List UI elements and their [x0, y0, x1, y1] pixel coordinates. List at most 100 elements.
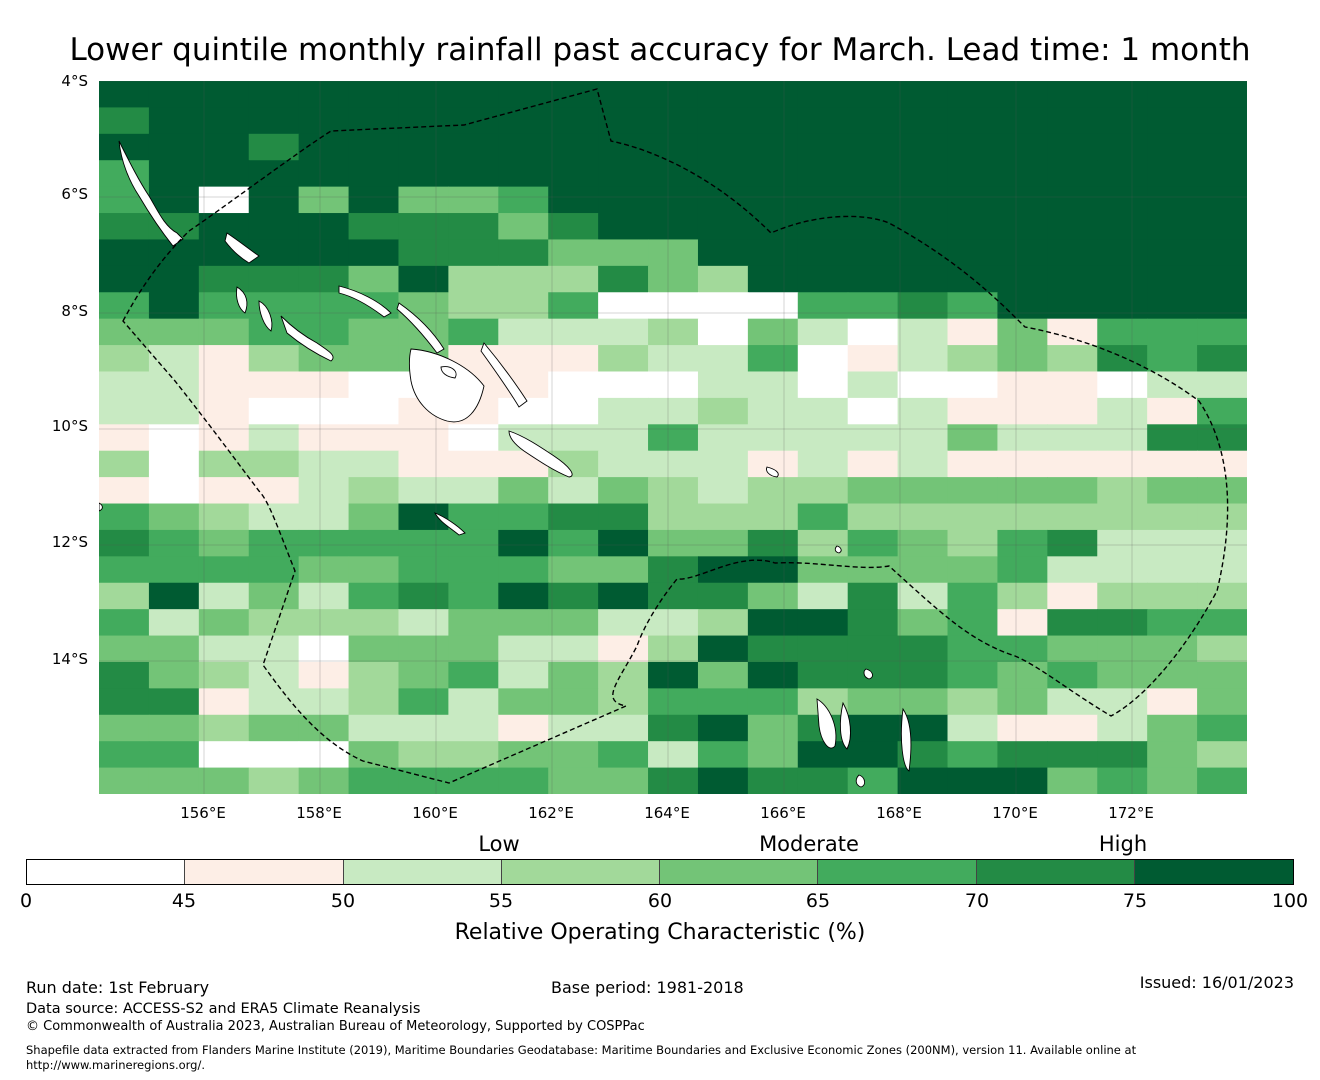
- grid-cell: [248, 529, 300, 557]
- grid-cell: [1097, 609, 1148, 637]
- grid-cell: [797, 450, 849, 478]
- grid-cell: [697, 661, 749, 689]
- grid-cell: [398, 609, 449, 637]
- grid-cell: [997, 107, 1048, 135]
- grid-cell: [897, 186, 949, 214]
- grid-cell: [997, 186, 1048, 214]
- grid-cell: [99, 503, 150, 531]
- grid-cell: [1097, 714, 1148, 742]
- colorbar-tick: 65: [805, 890, 831, 912]
- grid-cell: [348, 397, 400, 425]
- grid-cell: [847, 371, 899, 399]
- grid-cell: [947, 714, 999, 742]
- grid-cell: [598, 477, 649, 505]
- grid-cell: [398, 714, 449, 742]
- grid-cell: [997, 213, 1048, 241]
- grid-cell: [348, 107, 400, 135]
- grid-cell: [498, 213, 549, 241]
- grid-cell: [697, 239, 749, 267]
- grid-cell: [148, 477, 200, 505]
- grid-cell: [897, 213, 949, 241]
- grid-cell: [548, 133, 599, 161]
- grid-cell: [298, 556, 350, 584]
- grid-cell: [1147, 318, 1198, 346]
- grid-cell: [1047, 186, 1098, 214]
- grid-cell: [1097, 371, 1148, 399]
- grid-cell: [148, 107, 200, 135]
- grid-cell: [248, 477, 300, 505]
- grid-cell: [348, 213, 400, 241]
- grid-cell: [747, 767, 799, 794]
- grid-cell: [398, 741, 449, 769]
- grid-cell: [997, 635, 1048, 663]
- grid-cell: [148, 688, 200, 716]
- grid-cell: [797, 503, 849, 531]
- grid-cell: [498, 107, 549, 135]
- grid-cell: [1197, 477, 1247, 505]
- grid-cell: [548, 186, 599, 214]
- grid-cell: [1097, 767, 1148, 794]
- grid-cell: [1097, 688, 1148, 716]
- lon-label-162e: 162°E: [528, 804, 574, 822]
- grid-cell: [648, 688, 699, 716]
- grid-cell: [897, 239, 949, 267]
- grid-cell: [847, 186, 899, 214]
- grid-cell: [598, 239, 649, 267]
- grid-cell: [448, 477, 499, 505]
- grid-cell: [298, 767, 350, 794]
- grid-cell: [298, 635, 350, 663]
- colorbar-segment: [818, 860, 977, 884]
- grid-cell: [99, 265, 150, 293]
- grid-cell: [947, 133, 999, 161]
- grid-cell: [198, 160, 250, 188]
- colorbar-segment: [343, 860, 502, 884]
- grid-cell: [648, 81, 699, 109]
- grid-cell: [997, 160, 1048, 188]
- grid-cell: [148, 133, 200, 161]
- grid-cell: [148, 371, 200, 399]
- grid-cell: [648, 371, 699, 399]
- grid-cell: [598, 635, 649, 663]
- lon-label-172e: 172°E: [1108, 804, 1154, 822]
- grid-cell: [448, 609, 499, 637]
- grid-cell: [847, 609, 899, 637]
- grid-cell: [997, 133, 1048, 161]
- grid-cell: [997, 582, 1048, 610]
- base-period: Base period: 1981-2018: [551, 978, 744, 997]
- grid-cell: [697, 582, 749, 610]
- grid-cell: [1197, 160, 1247, 188]
- legend-category-low: Low: [478, 832, 520, 856]
- grid-cell: [1047, 345, 1098, 373]
- grid-cell: [648, 556, 699, 584]
- grid-cell: [548, 265, 599, 293]
- grid-cell: [997, 503, 1048, 531]
- grid-cell: [298, 661, 350, 689]
- grid-cell: [947, 213, 999, 241]
- lon-label-170e: 170°E: [992, 804, 1038, 822]
- grid-cell: [697, 714, 749, 742]
- grid-cell: [648, 609, 699, 637]
- grid-cell: [947, 318, 999, 346]
- colorbar-tick: 55: [488, 890, 514, 912]
- grid-cell: [947, 609, 999, 637]
- grid-cell: [897, 397, 949, 425]
- grid-cell: [298, 688, 350, 716]
- grid-cell: [198, 213, 250, 241]
- grid-cell: [1047, 688, 1098, 716]
- grid-cell: [248, 186, 300, 214]
- grid-cell: [897, 503, 949, 531]
- grid-cell: [598, 503, 649, 531]
- grid-cell: [648, 186, 699, 214]
- grid-cell: [99, 582, 150, 610]
- grid-cell: [1097, 318, 1148, 346]
- grid-cell: [148, 661, 200, 689]
- grid-cell: [1047, 556, 1098, 584]
- grid-cell: [298, 371, 350, 399]
- lat-label-8s: 8°S: [61, 302, 88, 320]
- grid-cell: [1047, 635, 1098, 663]
- lat-label-4s: 4°S: [61, 72, 88, 90]
- grid-cell: [1097, 556, 1148, 584]
- grid-cell: [498, 661, 549, 689]
- grid-cell: [1197, 582, 1247, 610]
- grid-cell: [1197, 239, 1247, 267]
